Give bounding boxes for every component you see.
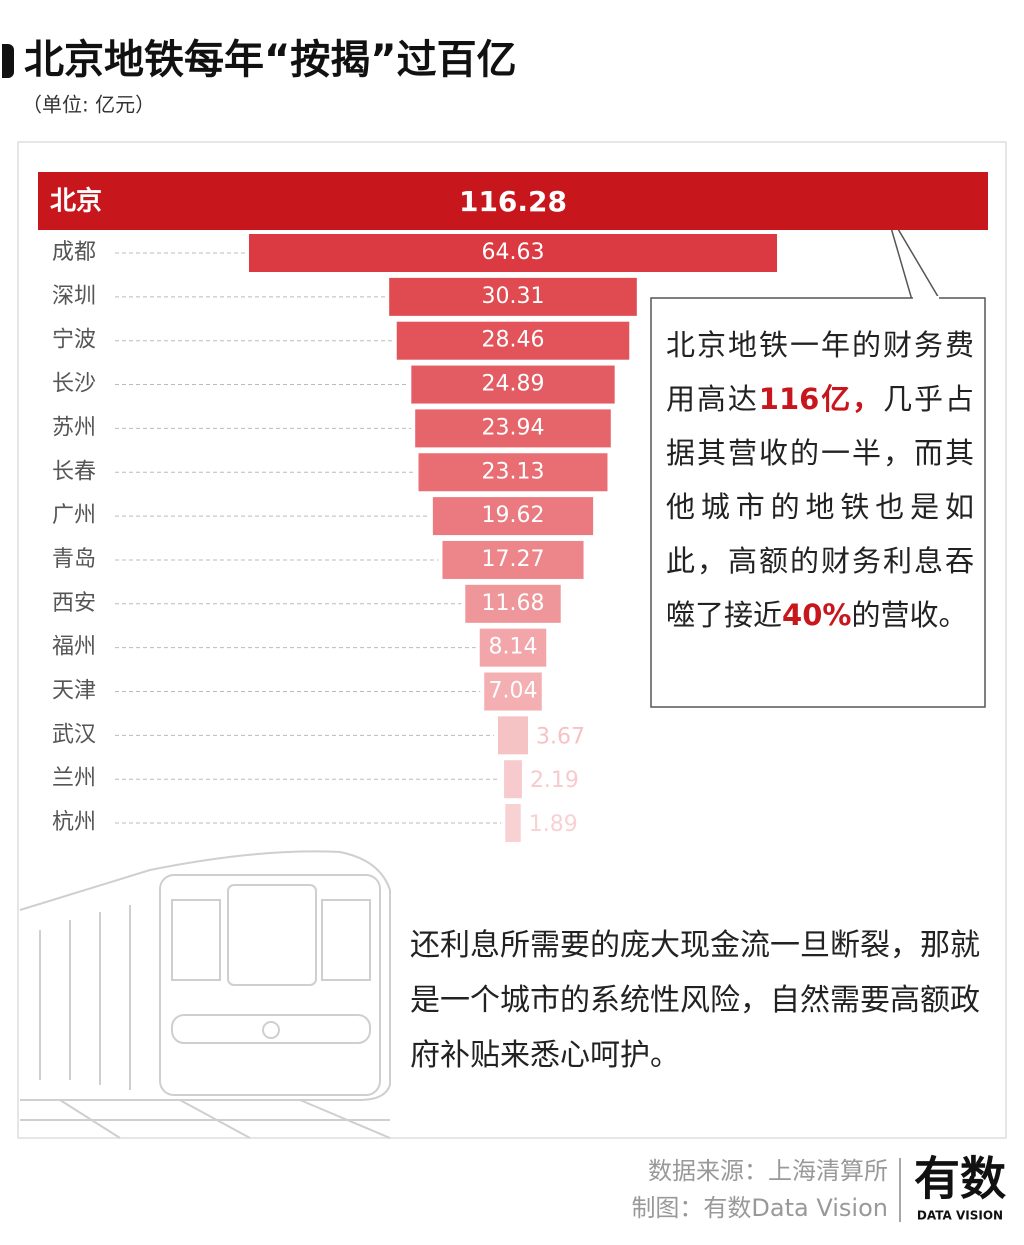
callout-segment: 北京地铁一年的财务费用高达 [666,328,974,416]
logo-sub: DATA VISION [917,1209,1003,1223]
value-label: 23.13 [482,459,545,484]
category-label: 长春 [52,459,96,484]
callout-box [650,297,986,708]
value-label: 3.67 [536,724,585,749]
value-label: 23.94 [482,415,545,440]
bar [442,540,584,579]
value-label: 7.04 [489,679,538,704]
chart-title: 北京地铁每年“按揭”过百亿 [24,37,517,83]
bar [38,172,988,230]
bar [396,321,630,360]
category-label: 苏州 [52,415,96,440]
frame [17,141,1007,1139]
value-label: 24.89 [482,372,545,397]
callout-segment: 的营收。 [851,598,968,632]
callout-joint [913,296,939,300]
bar [389,277,637,316]
credit: 制图：有数Data Vision [631,1194,888,1222]
value-label: 19.62 [482,503,545,528]
value-label: 116.28 [459,185,567,218]
title-icon [2,44,14,78]
value-label: 30.31 [482,284,545,309]
category-label: 成都 [52,240,96,265]
category-label: 兰州 [52,766,96,791]
category-label: 武汉 [52,722,96,747]
bar [504,760,522,799]
value-label: 1.89 [529,812,578,837]
bar [484,672,542,711]
category-label: 广州 [52,503,96,528]
category-label: 天津 [52,679,96,704]
bar [418,453,608,492]
bar [432,497,594,536]
category-label: 北京 [50,186,102,217]
category-label: 宁波 [52,328,96,353]
logo: 有数 [914,1152,1006,1206]
bar [465,584,561,623]
value-label: 11.68 [482,591,545,616]
callout-highlight: 40% [782,598,852,632]
category-label: 深圳 [52,284,96,309]
category-label: 福州 [52,635,96,660]
train-drawing [19,850,391,1139]
callout-segment: 几乎占据其营收的一半，而其他城市的地铁也是如此，高额的财务利息吞噬了接近 [666,382,974,632]
bar [498,716,528,755]
callout-highlight: 116亿， [758,382,884,416]
value-label: 28.46 [482,328,545,353]
bar [411,365,615,404]
category-label: 长沙 [52,372,96,397]
callout-text: 北京地铁一年的财务费用高达116亿，几乎占据其营收的一半，而其他城市的地铁也是如… [666,318,974,642]
value-label: 64.63 [482,240,545,265]
value-label: 8.14 [489,635,538,660]
category-label: 西安 [52,591,96,616]
subtitle: （单位: 亿元） [22,93,155,117]
value-label: 17.27 [482,547,545,572]
bar [415,409,611,448]
bar [479,628,547,667]
note: 还利息所需要的庞大现金流一旦断裂，那就是一个城市的系统性风险，自然需要高额政府补… [410,928,980,1073]
source: 数据来源：上海清算所 [648,1157,888,1185]
bar [248,234,778,272]
bar [505,804,521,843]
category-label: 青岛 [52,547,96,572]
category-label: 杭州 [52,810,96,835]
value-label: 2.19 [530,768,579,793]
